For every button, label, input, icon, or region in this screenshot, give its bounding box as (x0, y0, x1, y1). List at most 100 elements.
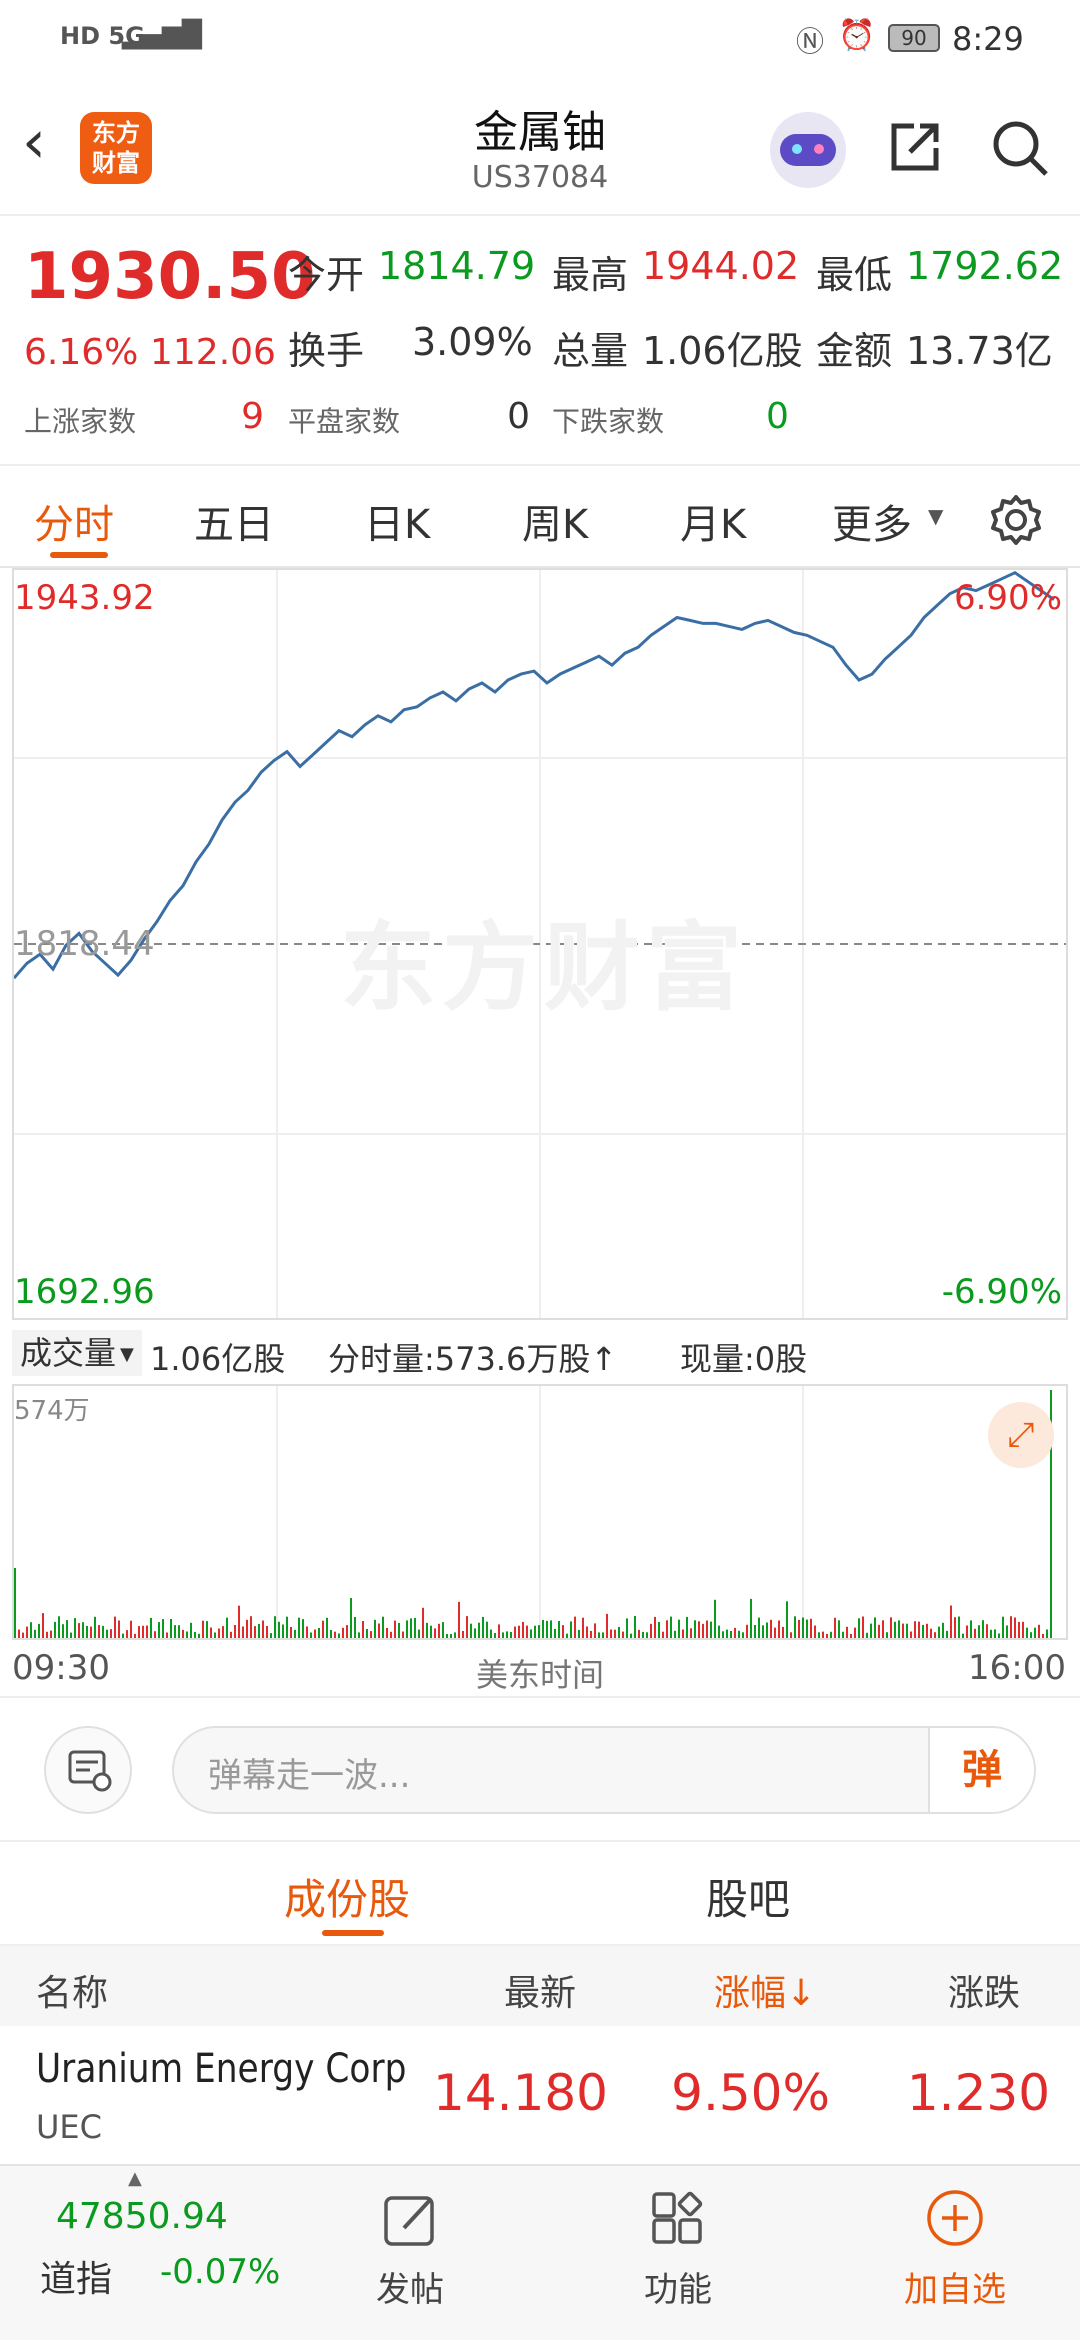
volume-bar (66, 1620, 68, 1638)
volume-bar (302, 1619, 304, 1638)
index-ticker[interactable]: ▲ 47850.94 道指 -0.07% (0, 2166, 300, 2342)
tab-more[interactable]: 更多 (832, 502, 912, 548)
volume-bar (834, 1617, 836, 1638)
time-end: 16:00 (968, 1648, 1066, 1688)
volume-bar (226, 1617, 228, 1638)
volume-bar (806, 1619, 808, 1638)
robot-assistant-icon[interactable] (770, 112, 846, 188)
settings-icon[interactable] (990, 494, 1042, 546)
down-count-label: 下跌家数 (552, 405, 665, 438)
volume-bar (150, 1617, 152, 1638)
volume-bar (918, 1621, 920, 1638)
volume-bar (218, 1628, 220, 1638)
app-logo[interactable]: 东方财富 (80, 112, 152, 184)
volume-bar (986, 1624, 988, 1638)
time-zone-label: 美东时间 (475, 1656, 604, 1694)
table-row[interactable]: Uranium Energy Corp UEC 14.180 9.50% 1.2… (0, 2026, 1080, 2164)
volume-bar (898, 1620, 900, 1638)
volume-bar (382, 1616, 384, 1638)
tab-monthly-k[interactable]: 月K (680, 502, 747, 548)
back-icon[interactable]: ‹ (22, 107, 46, 177)
volume-bar (134, 1633, 136, 1638)
function-button[interactable]: 功能 (618, 2166, 738, 2342)
change-amount: 112.06 (150, 332, 276, 373)
volume-bar (490, 1629, 492, 1638)
tab-forum[interactable]: 股吧 (706, 1875, 791, 1924)
volume-bar (630, 1633, 632, 1638)
tab-constituents[interactable]: 成份股 (284, 1875, 411, 1924)
volume-bar (446, 1634, 448, 1638)
volume-bar (190, 1622, 192, 1638)
volume-bar (106, 1629, 108, 1638)
col-pct-sorted[interactable]: 涨幅↓ (714, 1973, 817, 2014)
col-change[interactable]: 涨跌 (948, 1973, 1021, 2014)
volume-bar (802, 1617, 804, 1638)
volume-bar (946, 1630, 948, 1638)
volume-bar (762, 1625, 764, 1638)
volume-bar (242, 1626, 244, 1638)
add-watchlist-button[interactable]: 加自选 (880, 2166, 1030, 2342)
volume-bar (34, 1629, 36, 1638)
volume-bar (890, 1617, 892, 1638)
share-icon[interactable] (886, 118, 944, 176)
volume-bar (186, 1631, 188, 1638)
volume-bar (138, 1626, 140, 1638)
volume-bar (462, 1631, 464, 1638)
volume-bar (174, 1625, 176, 1638)
volume-bar (674, 1630, 676, 1638)
volume-bar (954, 1617, 956, 1638)
volume-bar (798, 1619, 800, 1638)
tab-weekly-k[interactable]: 周K (522, 502, 589, 548)
volume-bar (222, 1626, 224, 1638)
volume-bar (198, 1633, 200, 1638)
danmu-input[interactable]: 弹幕走一波... 弹 (172, 1726, 1036, 1814)
volume-bar (634, 1616, 636, 1638)
volume-info-bar: 成交量 ▼ 1.06亿股 分时量:573.6万股↑ 现量:0股 (0, 1322, 1080, 1384)
volume-bar (402, 1631, 404, 1638)
danmu-send-button[interactable]: 弹 (928, 1728, 1034, 1812)
volume-bar (42, 1613, 44, 1638)
volume-bar (266, 1626, 268, 1638)
danmu-list-icon[interactable] (44, 1726, 132, 1814)
volume-bar (1034, 1627, 1036, 1638)
volume-bar (990, 1629, 992, 1638)
col-name: 名称 (36, 1973, 109, 2014)
volume-bar (486, 1621, 488, 1638)
tab-five-day[interactable]: 五日 (194, 502, 274, 548)
volume-bar (1010, 1616, 1012, 1638)
intraday-chart[interactable]: 东方财富 1943.92 6.90% 1818.44 1692.96 -6.90… (12, 568, 1068, 1320)
volume-bar (578, 1629, 580, 1638)
tab-daily-k[interactable]: 日K (364, 502, 431, 548)
index-percent: -0.07% (160, 2252, 281, 2292)
volume-bar (650, 1623, 652, 1638)
volume-bar (554, 1628, 556, 1638)
volume-bar (1018, 1621, 1020, 1638)
stock-name: Uranium Energy Corp (36, 2046, 407, 2092)
volume-bar (618, 1626, 620, 1638)
volume-bar (982, 1620, 984, 1638)
volume-bar (782, 1626, 784, 1638)
col-last[interactable]: 最新 (504, 1973, 577, 2014)
volume-bar (894, 1621, 896, 1638)
volume-bar (686, 1616, 688, 1638)
volume-bar (938, 1626, 940, 1638)
page-title: 金属铀 (474, 107, 606, 158)
search-icon[interactable] (990, 118, 1050, 178)
volume-bar (814, 1625, 816, 1638)
volume-bar (622, 1631, 624, 1638)
volume-bar (534, 1625, 536, 1638)
volume-bar (250, 1616, 252, 1638)
volume-bar (366, 1629, 368, 1638)
volume-bar (726, 1629, 728, 1638)
volume-bar (958, 1616, 960, 1638)
tab-intraday[interactable]: 分时 (34, 502, 114, 548)
volume-bar (702, 1623, 704, 1638)
post-button[interactable]: 发帖 (350, 2166, 470, 2342)
volume-bar (434, 1628, 436, 1638)
volume-bar (638, 1629, 640, 1638)
volume-label: 总量 (552, 329, 629, 373)
clock: 8:29 (952, 20, 1024, 58)
volume-selector[interactable]: 成交量 ▼ (12, 1330, 142, 1376)
volume-bar (758, 1617, 760, 1638)
expand-icon[interactable]: ⤢ (988, 1402, 1054, 1468)
